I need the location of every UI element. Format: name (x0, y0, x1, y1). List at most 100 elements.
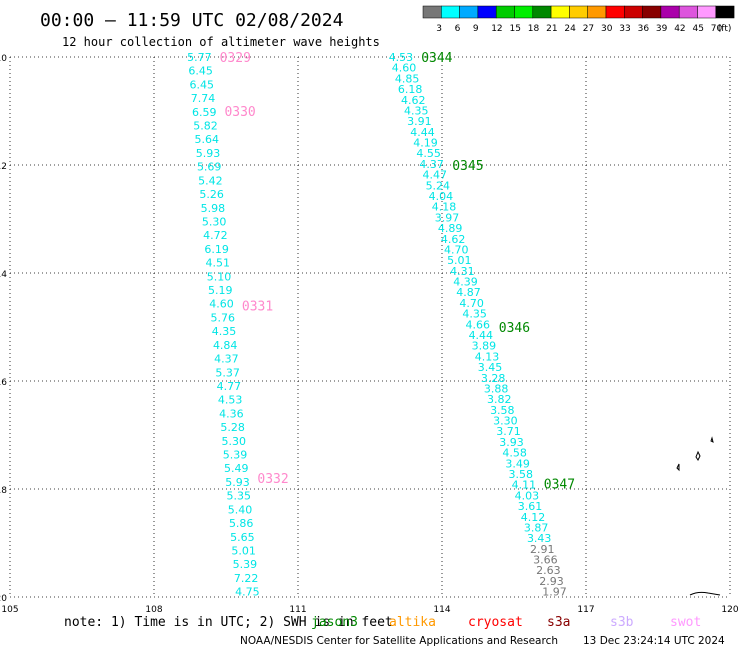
swh-value: 5.69 (197, 161, 222, 174)
colorbar-label: 33 (619, 24, 630, 34)
axes: -10 -12 -14 -16 -18 -20105 108 111 114 117 120 (0, 54, 739, 615)
swh-value: 4.89 (438, 222, 463, 235)
y-tick-label: -12 (0, 162, 7, 172)
swh-value: 4.37 (214, 353, 239, 366)
swh-value: 4.47 (422, 169, 447, 182)
swh-value: 6.59 (192, 106, 217, 119)
swh-value: 4.35 (462, 308, 487, 321)
pass-time-label: 0347 (544, 478, 575, 493)
swh-value: 5.40 (228, 503, 253, 516)
colorbar-swatch (569, 5, 588, 19)
y-tick-label: -14 (0, 270, 7, 280)
colorbar-label: 3 (436, 24, 442, 34)
swh-value: 4.03 (515, 489, 540, 502)
color-scale-legend: 3 6 9 12 15 18 21 24 27 30 33 36 39 42 45 70(ft) (422, 5, 735, 34)
swh-value: 6.18 (398, 83, 423, 96)
swh-value: 4.35 (212, 325, 237, 338)
swh-value: 3.82 (487, 393, 512, 406)
footer-credit: NOAA/NESDIS Center for Satellite Applica… (240, 635, 558, 647)
colorbar-swatch (697, 5, 717, 19)
swh-value: 3.58 (490, 404, 515, 417)
swh-value: 3.43 (527, 532, 552, 545)
swh-value: 5.01 (447, 254, 472, 267)
swh-value: 3.66 (533, 554, 558, 567)
swh-value: 4.70 (444, 243, 469, 256)
swh-value: 5.01 (231, 544, 256, 557)
plot-area: 5.776.456.457.746.595.825.645.935.695.42… (9, 51, 731, 599)
colorbar-swatch (441, 5, 460, 19)
swh-value: 4.85 (395, 72, 420, 85)
colorbar-swatch (422, 5, 442, 19)
track-jason3: 4.534.604.856.184.624.353.914.444.194.55… (389, 51, 575, 599)
swh-value: 5.77 (187, 51, 212, 64)
coastline (676, 436, 721, 596)
y-tick-label: -10 (0, 54, 7, 64)
colorbar-label: 42 (674, 24, 685, 34)
swh-value: 4.53 (218, 394, 243, 407)
swh-value: 6.45 (188, 65, 213, 78)
swh-value: 3.89 (472, 340, 497, 353)
colorbar-swatch (605, 5, 625, 19)
swh-value: 4.60 (392, 62, 417, 75)
colorbar-swatch (660, 5, 680, 19)
swh-value: 4.75 (235, 586, 260, 599)
swh-value: 4.36 (219, 407, 244, 420)
swh-value: 4.04 (429, 190, 454, 203)
swh-value: 5.39 (223, 449, 248, 462)
swh-value: 4.44 (410, 126, 435, 139)
swh-value: 4.58 (502, 447, 527, 460)
swh-value: 5.35 (226, 490, 251, 503)
swh-value: 3.91 (407, 115, 432, 128)
swh-value: 5.86 (229, 517, 254, 530)
swh-value: 4.62 (401, 94, 426, 107)
swh-value: 4.77 (217, 380, 242, 393)
colorbar-swatch (477, 5, 497, 19)
legend-swot: swot (670, 615, 701, 630)
swh-value: 5.76 (210, 311, 235, 324)
footer-timestamp: 13 Dec 23:24:14 UTC 2024 (583, 635, 725, 647)
swh-value: 5.28 (220, 421, 245, 434)
colorbar-label: 70 (711, 24, 723, 34)
legend-s3a: s3a (547, 615, 570, 630)
x-tick-label: 120 (721, 605, 738, 615)
colorbar-label: 30 (601, 24, 613, 34)
swh-value: 5.37 (215, 366, 240, 379)
colorbar-label: 27 (583, 24, 594, 34)
colorbar-label: 45 (693, 24, 704, 34)
swh-value: 4.18 (432, 201, 457, 214)
colorbar-label: 36 (638, 24, 650, 34)
swh-value: 3.71 (496, 425, 521, 438)
swh-value: 4.72 (203, 229, 228, 242)
pass-time-label: 0344 (421, 51, 452, 66)
legend-jason3: jason3 (311, 615, 358, 630)
colorbar-swatch (459, 5, 479, 19)
colorbar-swatch (678, 5, 698, 19)
chart-subtitle: 12 hour collection of altimeter wave hei… (62, 35, 380, 49)
colorbar-swatch (495, 5, 515, 19)
swh-value: 6.45 (190, 78, 215, 91)
y-tick-label: -20 (0, 594, 7, 604)
swh-value: 4.53 (389, 51, 414, 64)
pass-time-label: 0331 (242, 299, 273, 314)
colorbar-label: 39 (656, 24, 668, 34)
colorbar-swatch (715, 5, 735, 19)
swh-value: 5.65 (230, 531, 255, 544)
swh-value: 2.63 (536, 564, 561, 577)
swh-value: 4.62 (441, 233, 466, 246)
colorbar-unit: (ft) (718, 24, 732, 34)
colorbar-label: 12 (491, 24, 502, 34)
swh-value: 4.60 (209, 298, 234, 311)
swh-value: 3.97 (435, 211, 460, 224)
swh-value: 5.19 (208, 284, 233, 297)
swh-value: 4.31 (450, 265, 475, 278)
swh-value: 4.87 (456, 286, 481, 299)
swh-value: 2.93 (539, 575, 564, 588)
swh-value: 3.49 (505, 457, 530, 470)
swh-value: 4.37 (419, 158, 444, 171)
swh-value: 5.24 (426, 179, 451, 192)
colorbar-label: 6 (455, 24, 461, 34)
swh-value: 5.98 (201, 202, 226, 215)
chart-title: 00:00 – 11:59 UTC 02/08/2024 (40, 10, 343, 31)
swh-value: 4.51 (206, 257, 231, 270)
colorbar-swatch (642, 5, 662, 19)
